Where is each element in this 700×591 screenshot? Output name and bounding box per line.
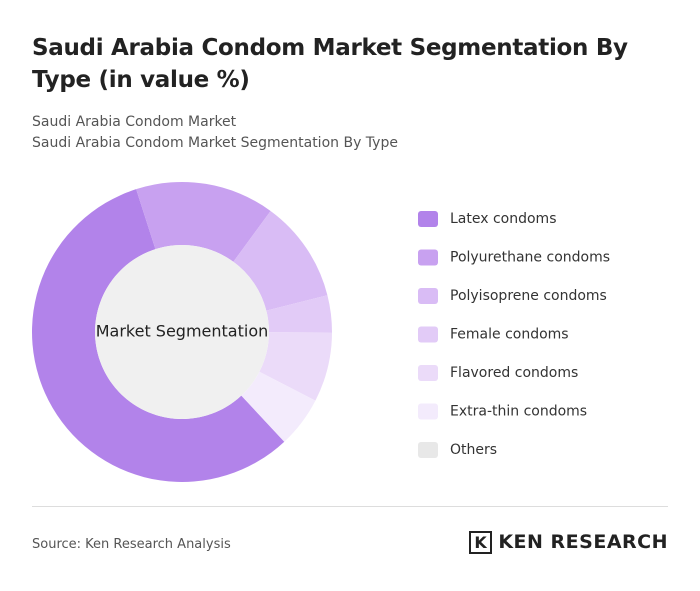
divider (32, 506, 668, 507)
subtitle: Saudi Arabia Condom Market Segmentation … (32, 135, 398, 151)
legend-label: Extra-thin condoms (450, 404, 587, 420)
chart: Market Segmentation Latex condoms Polyuret… (32, 182, 610, 482)
donut-hole (95, 245, 269, 419)
legend-label: Polyisoprene condoms (450, 288, 607, 304)
source: Source: Ken Research Analysis (32, 537, 231, 552)
legend-swatch (418, 288, 438, 304)
legend-label: Flavored condoms (450, 365, 578, 381)
donut-segment (136, 182, 271, 262)
donut-segment (266, 295, 332, 333)
legend-label: Latex condoms (450, 211, 557, 227)
title: Saudi Arabia Condom Market Segmentation … (32, 35, 628, 93)
legend-swatch (418, 211, 438, 227)
legend-swatch (418, 403, 438, 420)
donut-segment (233, 210, 328, 311)
legend-label: Others (450, 442, 497, 458)
logo-icon: K (469, 531, 493, 554)
donut-segment (241, 371, 316, 442)
logo-text: KEN RESEARCH (498, 531, 668, 553)
legend-swatch (418, 365, 438, 381)
legend-label: Polyurethane condoms (450, 250, 610, 266)
legend-swatch (418, 442, 438, 458)
legend-label: Female condoms (450, 327, 569, 343)
logo: K KEN RESEARCH (469, 531, 668, 554)
center-label: Market Segmentation (96, 322, 269, 341)
subtitle: Saudi Arabia Condom Market (32, 114, 237, 130)
donut-segment (32, 189, 285, 482)
donut-segment (259, 332, 332, 401)
legend-swatch (418, 249, 438, 266)
legend-swatch (418, 326, 438, 343)
